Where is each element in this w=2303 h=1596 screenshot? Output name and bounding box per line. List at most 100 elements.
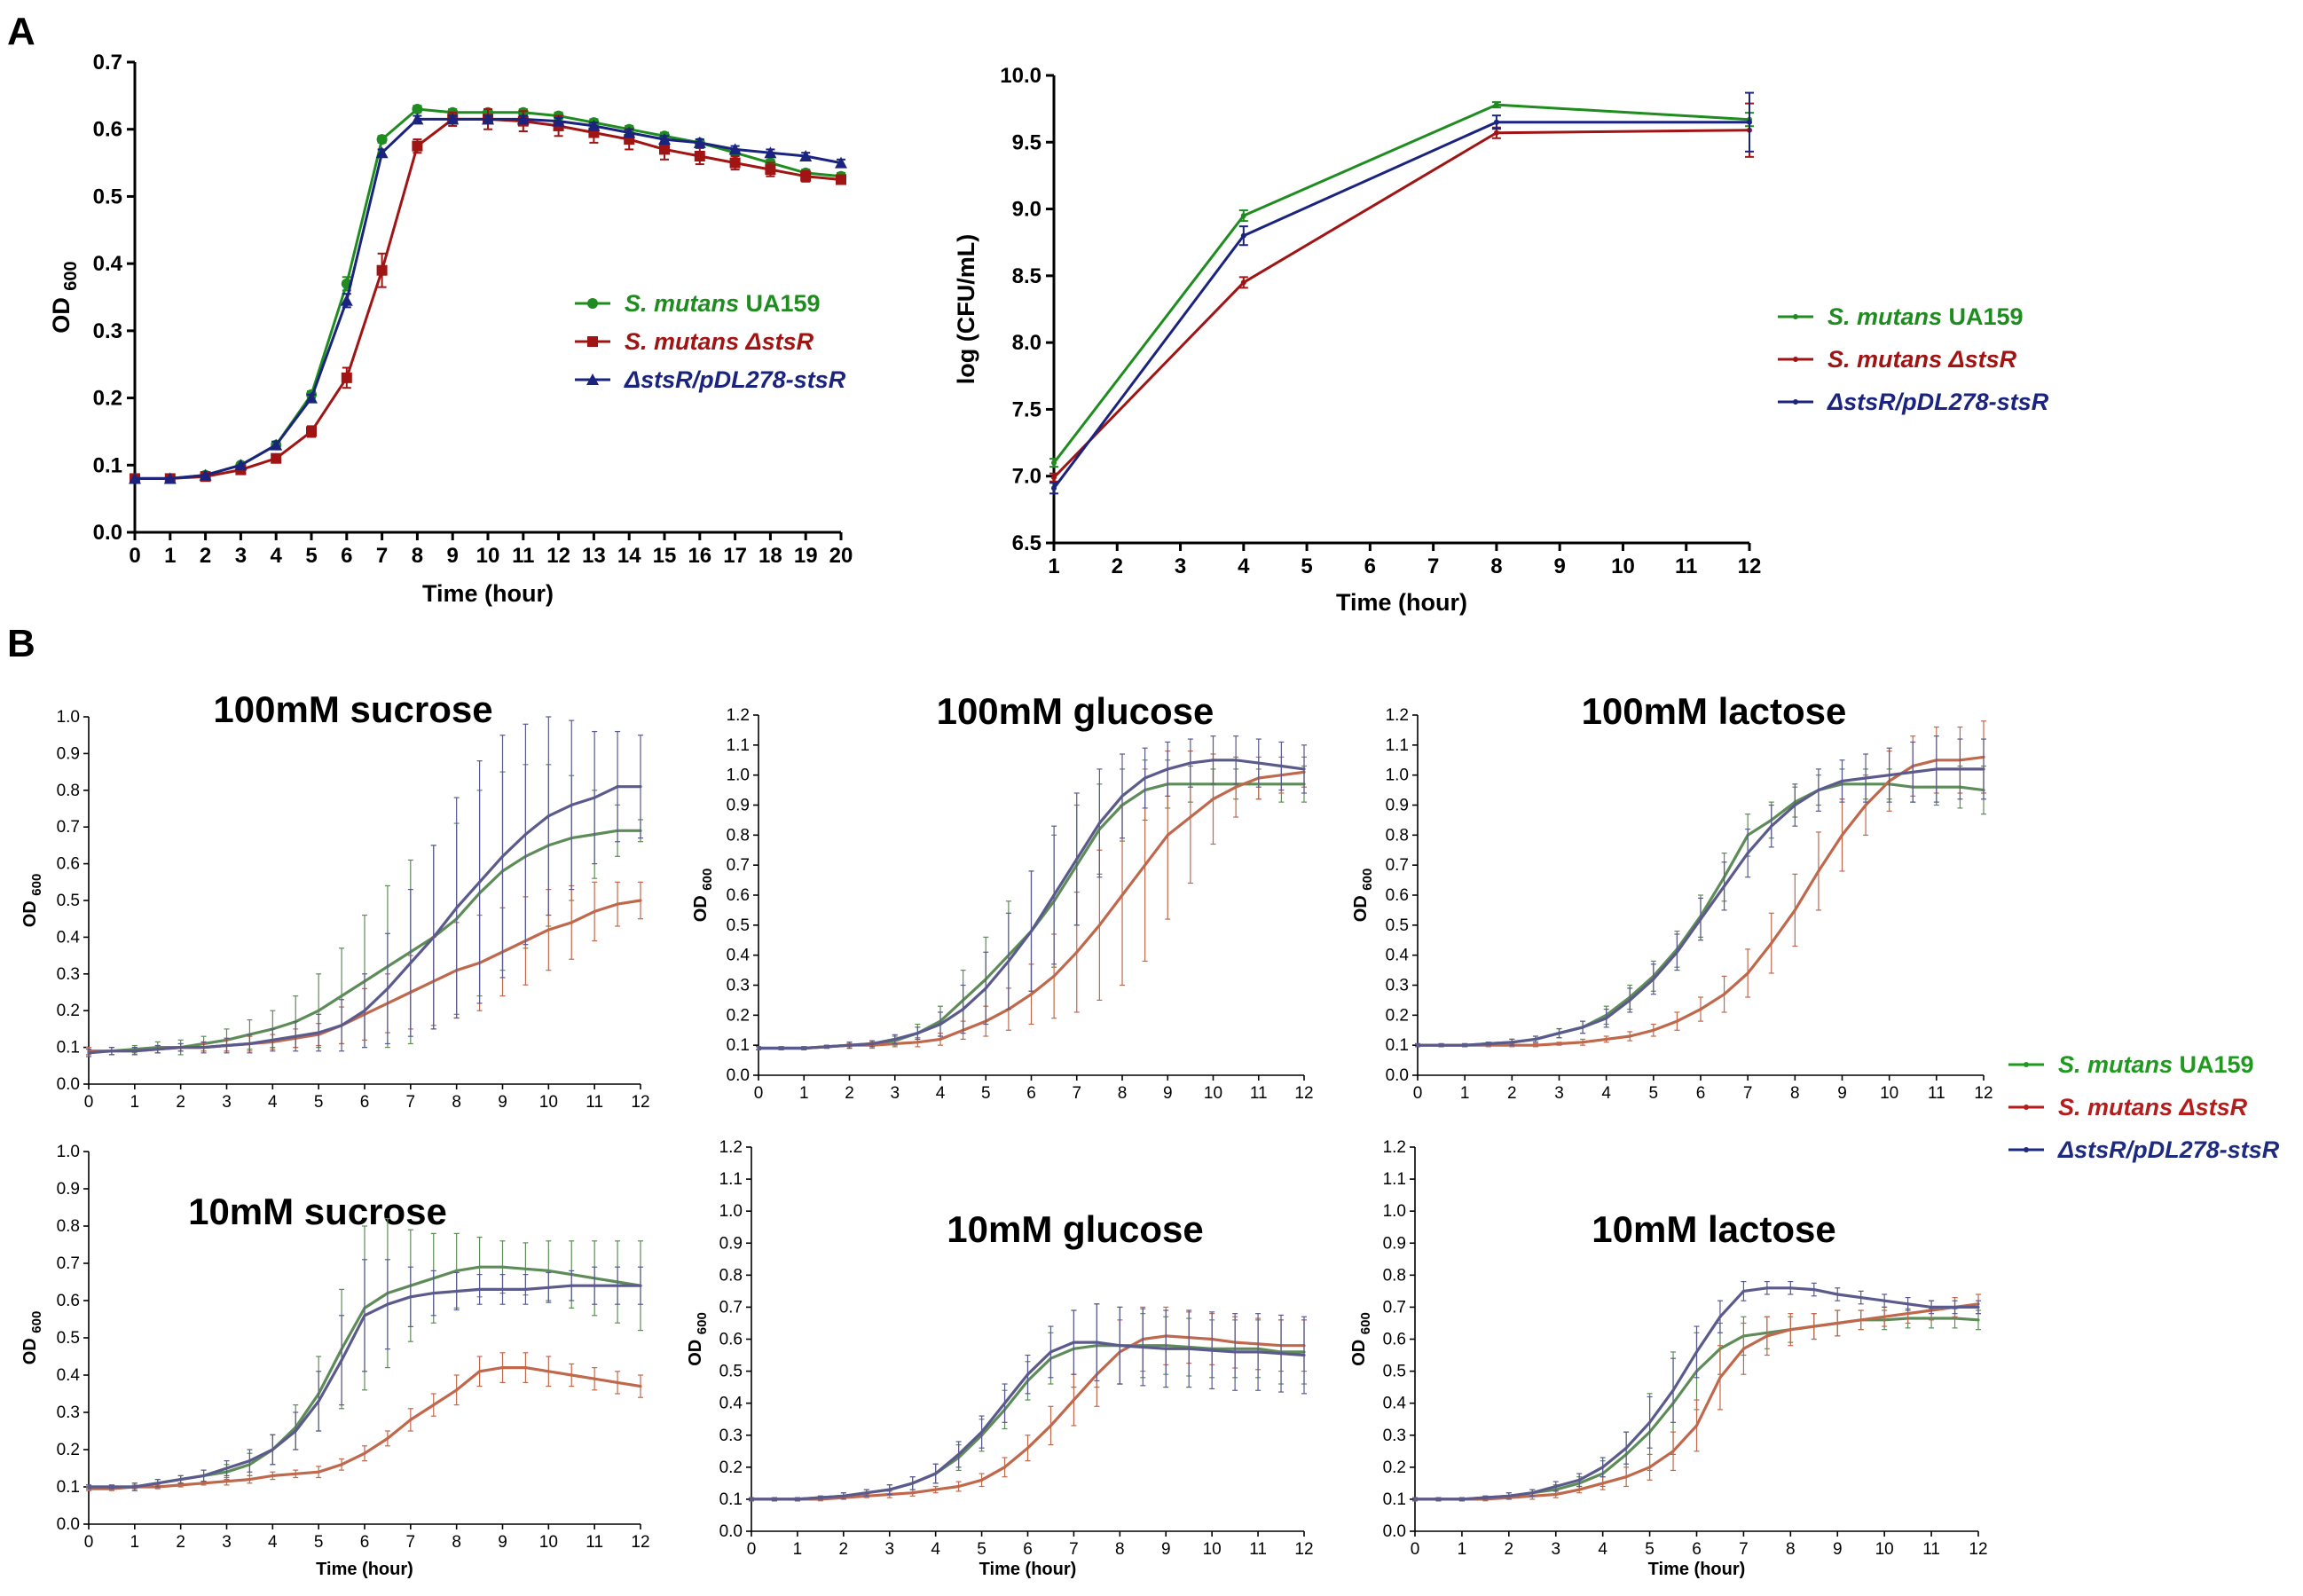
data-point (199, 468, 212, 481)
data-point (1628, 998, 1631, 1002)
data-point (1741, 1289, 1746, 1293)
x-tick-label: 9 (447, 544, 459, 568)
x-tick-label: 4 (268, 1093, 278, 1112)
data-point (1953, 1305, 1957, 1309)
y-tick-label: 7.5 (1012, 397, 1041, 421)
data-point (1487, 1042, 1490, 1046)
data-point (317, 1470, 320, 1474)
data-point (363, 1009, 366, 1012)
data-point (1554, 1484, 1558, 1489)
x-tick-label: 16 (688, 544, 711, 568)
y-tick-label: 1.2 (1383, 1138, 1406, 1157)
y-tick-label: 0.0 (1386, 1066, 1409, 1085)
data-point (248, 1459, 252, 1463)
legend-strain: ΔstsR/pDL278-stsR (1827, 389, 2049, 415)
data-point (1557, 1032, 1561, 1035)
legend-marker (587, 336, 598, 347)
data-point (1605, 1037, 1608, 1041)
legend-strain: UA159 (2180, 1051, 2254, 1078)
x-tick-label: 10 (1611, 554, 1635, 578)
data-point (570, 1373, 573, 1377)
x-tick-label: 18 (758, 544, 782, 568)
legend-label: S. mutans UA159 (625, 290, 821, 317)
data-point (1413, 1498, 1417, 1501)
series-dstsR (86, 1352, 643, 1491)
data-point (1741, 1347, 1746, 1350)
data-point (546, 1285, 550, 1289)
data-point (1624, 1446, 1628, 1450)
x-axis-label: Time (hour) (316, 1560, 413, 1579)
x-tick-label: 10 (539, 1533, 558, 1552)
data-point (1302, 767, 1306, 771)
data-point (659, 144, 670, 155)
data-point (110, 1485, 114, 1489)
data-point (1647, 1420, 1652, 1424)
data-point (201, 1482, 206, 1485)
x-tick-label: 1 (1460, 1084, 1470, 1103)
y-tick-label: 8.0 (1012, 331, 1041, 355)
x-tick-label: 11 (1250, 1084, 1268, 1103)
data-point (1302, 1353, 1306, 1357)
x-axis-label: Time (hour) (422, 580, 554, 607)
data-point (294, 1472, 297, 1475)
legend-entry-dstsR: S. mutans ΔstsR (2008, 1094, 2248, 1120)
x-tick-label: 7 (406, 1093, 416, 1112)
y-tick-label: 0.1 (1386, 1036, 1409, 1055)
y-axis-label-subscript: 600 (1360, 869, 1375, 891)
data-point (911, 1491, 915, 1495)
data-point (552, 114, 565, 127)
y-tick-label: 0.0 (93, 521, 122, 545)
y-tick-label: 0.7 (57, 818, 80, 837)
legend-marker (2024, 1105, 2029, 1110)
legend-entry-dstsR: S. mutans ΔstsR (575, 328, 814, 355)
y-tick-label: 0.8 (1383, 1266, 1406, 1285)
data-point (1765, 1286, 1769, 1290)
y-tick-label: 0.2 (719, 1458, 743, 1477)
data-point (1652, 1028, 1655, 1032)
chart-10mm-lactose: 0.0 0.1 0.2 0.3 0.4 0.5 0.6 0.7 0.8 0.9 1.0 1.1 1.2 0… (1349, 1138, 1988, 1579)
chart-title: 10mM lactose (1592, 1208, 1835, 1250)
data-point (317, 1031, 320, 1034)
x-tick-label: 19 (794, 544, 818, 568)
y-axis-label: log (CFU/mL) (953, 234, 979, 384)
y-tick-label: 0.7 (1383, 1298, 1406, 1317)
data-point (179, 1046, 183, 1050)
legend-label: S. mutans UA159 (1827, 303, 2024, 330)
series-line (1052, 121, 1749, 490)
data-point (306, 426, 317, 437)
x-tick-label: 1 (1048, 554, 1059, 578)
data-point (432, 1292, 436, 1295)
x-tick-label: 8 (1790, 1084, 1800, 1103)
x-tick-label: 3 (1551, 1540, 1560, 1559)
data-point (639, 785, 642, 789)
data-point (1675, 950, 1679, 954)
y-tick-label: 0.7 (57, 1254, 80, 1273)
y-tick-label: 0.5 (727, 916, 750, 935)
y-tick-label: 1.1 (719, 1170, 743, 1189)
data-point (888, 1488, 892, 1491)
y-tick-label: 0.2 (1383, 1458, 1406, 1477)
legend-label: S. mutans ΔstsR (1827, 346, 2017, 373)
y-tick-label: 0.3 (727, 977, 750, 995)
y-tick-label: 0.0 (57, 1075, 80, 1094)
data-point (1072, 1398, 1076, 1402)
data-point (1864, 803, 1867, 807)
data-point (1882, 1315, 1886, 1318)
data-point (1460, 1498, 1464, 1501)
series-comp (1415, 735, 1986, 1048)
data-point (87, 1485, 90, 1489)
legend-strain: ΔstsR (745, 328, 814, 355)
data-point (616, 785, 619, 789)
y-axis-label: OD 600 (20, 874, 44, 928)
data-point (764, 146, 777, 159)
x-tick-label: 1 (799, 1084, 809, 1103)
y-tick-label: 1.2 (719, 1138, 743, 1157)
data-point (1483, 1496, 1487, 1499)
x-tick-label: 9 (498, 1093, 507, 1112)
data-point (1581, 1041, 1584, 1044)
x-tick-label: 3 (222, 1093, 232, 1112)
data-point (294, 1034, 297, 1038)
data-point (1747, 119, 1752, 125)
x-tick-label: 3 (1175, 554, 1186, 578)
chart-growth-curve-od600: 0.00.10.20.30.40.50.60.70 1 2 3 4 5 6 7 8 9 10 11 12… (48, 51, 853, 607)
